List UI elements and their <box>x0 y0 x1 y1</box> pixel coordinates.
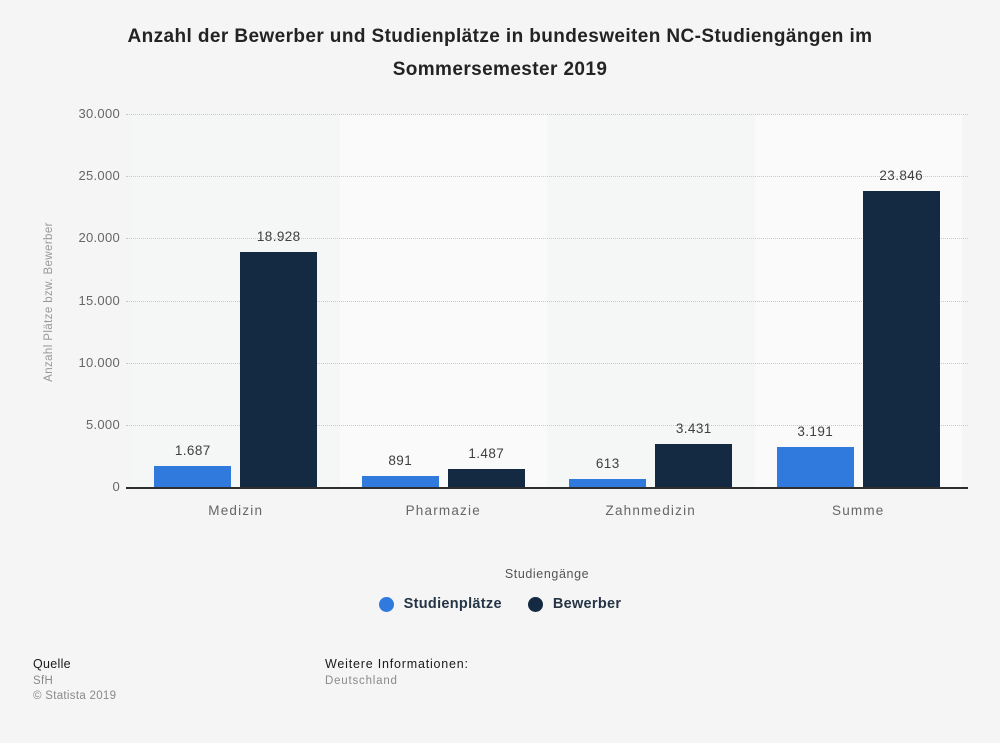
bar-studienplätze-pharmazie <box>361 475 439 487</box>
bar-bewerber-zahnmedizin <box>655 444 733 487</box>
y-tick-20000: 20.000 <box>78 230 120 246</box>
bar-bewerber-summe <box>862 190 940 487</box>
bar-value-bewerber-pharmazie: 1.487 <box>468 445 505 461</box>
x-axis-line <box>126 487 968 489</box>
legend-dot-icon <box>527 596 543 612</box>
legend-dot-icon <box>378 596 394 612</box>
bar-value-studienplätze-zahnmedizin: 613 <box>595 456 620 472</box>
bar-value-bewerber-medizin: 18.928 <box>256 228 301 244</box>
gridline-10000 <box>126 362 968 364</box>
bar-value-bewerber-summe: 23.846 <box>879 167 924 183</box>
bar-bewerber-medizin <box>240 251 318 487</box>
x-category-zahnmedizin: Zahnmedizin <box>605 503 696 518</box>
footer-copyright: © Statista 2019 <box>33 690 117 702</box>
x-axis-title: Studiengänge <box>504 567 590 581</box>
legend-label: Studienplätze <box>403 596 502 612</box>
chart-title: Anzahl der Bewerber und Studienplätze in… <box>127 26 873 80</box>
bar-value-studienplätze-pharmazie: 891 <box>388 452 413 468</box>
bar-value-bewerber-zahnmedizin: 3.431 <box>675 421 712 437</box>
footer-source-label: Quelle <box>33 657 71 671</box>
gridline-30000 <box>126 114 968 115</box>
legend-item-studienplätze: Studienplätze <box>378 596 502 612</box>
footer-info: Deutschland <box>325 675 398 687</box>
y-tick-30000: 30.000 <box>78 106 120 121</box>
gridline-15000 <box>126 300 968 302</box>
gridline-20000 <box>126 238 968 240</box>
x-category-pharmazie: Pharmazie <box>405 503 481 518</box>
bar-bewerber-pharmazie <box>447 468 525 487</box>
bar-studienplätze-medizin <box>154 466 232 487</box>
gridline-25000 <box>126 176 968 178</box>
bar-studienplätze-zahnmedizin <box>569 479 647 487</box>
x-category-medizin: Medizin <box>208 503 264 518</box>
plot-area: 1.687 891 613 3.191 18.928 1.487 3.431 23.846 <box>126 114 968 487</box>
footer-source: SfH <box>33 675 54 687</box>
y-tick-0: 0 <box>112 479 120 494</box>
gridline-5000 <box>126 424 968 426</box>
bar-value-studienplätze-summe: 3.191 <box>797 424 834 440</box>
y-tick-10000: 10.000 <box>78 354 120 370</box>
y-tick-25000: 25.000 <box>78 168 120 184</box>
x-category-summe: Summe <box>831 503 885 518</box>
bar-studienplätze-summe <box>776 447 854 487</box>
chart-legend: Studienplätze Bewerber <box>0 596 1000 612</box>
y-tick-5000: 5.000 <box>85 416 120 432</box>
y-tick-15000: 15.000 <box>78 292 120 308</box>
legend-label: Bewerber <box>552 596 622 612</box>
legend-item-bewerber: Bewerber <box>527 596 622 612</box>
footer-info-label: Weitere Informationen: <box>325 657 469 671</box>
bar-value-studienplätze-medizin: 1.687 <box>174 443 211 459</box>
